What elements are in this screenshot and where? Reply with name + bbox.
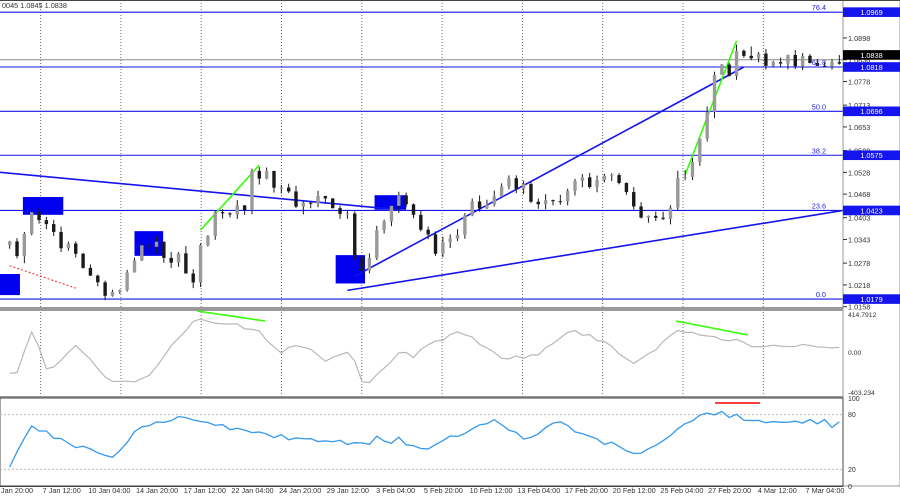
svg-text:0: 0 bbox=[848, 484, 852, 491]
svg-text:17 Feb 20:00: 17 Feb 20:00 bbox=[565, 486, 608, 495]
svg-text:25 Feb 04:00: 25 Feb 04:00 bbox=[660, 486, 703, 495]
svg-text:1.0218: 1.0218 bbox=[848, 281, 870, 290]
svg-text:1.0778: 1.0778 bbox=[848, 78, 870, 87]
svg-text:24 Jan 20:00: 24 Jan 20:00 bbox=[279, 486, 321, 495]
svg-text:61.8: 61.8 bbox=[812, 58, 826, 67]
svg-text:1.0278: 1.0278 bbox=[848, 259, 870, 268]
svg-text:3 Feb 04:00: 3 Feb 04:00 bbox=[376, 486, 415, 495]
svg-text:1.0818: 1.0818 bbox=[860, 63, 882, 72]
svg-text:14 Jan 20:00: 14 Jan 20:00 bbox=[136, 486, 178, 495]
svg-text:5 Feb 20:00: 5 Feb 20:00 bbox=[424, 486, 463, 495]
svg-text:10 Feb 12:00: 10 Feb 12:00 bbox=[470, 486, 513, 495]
svg-text:0.00: 0.00 bbox=[848, 350, 861, 357]
svg-text:27 Feb 20:00: 27 Feb 20:00 bbox=[708, 486, 751, 495]
svg-text:0.0: 0.0 bbox=[816, 290, 826, 299]
svg-text:1.0528: 1.0528 bbox=[848, 168, 870, 177]
svg-text:50.0: 50.0 bbox=[812, 102, 826, 111]
svg-text:100: 100 bbox=[848, 396, 860, 403]
svg-text:1.0575: 1.0575 bbox=[860, 151, 882, 160]
svg-text:80: 80 bbox=[848, 412, 856, 419]
svg-text:22 Jan 04:00: 22 Jan 04:00 bbox=[231, 486, 273, 495]
svg-text:1.0468: 1.0468 bbox=[848, 190, 870, 199]
svg-text:13 Feb 04:00: 13 Feb 04:00 bbox=[517, 486, 560, 495]
svg-text:1.0343: 1.0343 bbox=[848, 236, 870, 245]
svg-text:20: 20 bbox=[848, 467, 856, 474]
svg-text:4 Mar 12:00: 4 Mar 12:00 bbox=[758, 486, 797, 495]
svg-text:38.2: 38.2 bbox=[812, 146, 826, 155]
svg-text:7 Jan 12:00: 7 Jan 12:00 bbox=[43, 486, 81, 495]
svg-text:23.6: 23.6 bbox=[812, 201, 826, 210]
svg-text:414.7912: 414.7912 bbox=[848, 312, 877, 319]
svg-text:1.0423: 1.0423 bbox=[860, 206, 882, 215]
svg-text:1.0696: 1.0696 bbox=[860, 107, 882, 116]
svg-text:20 Feb 12:00: 20 Feb 12:00 bbox=[613, 486, 656, 495]
svg-text:1.0653: 1.0653 bbox=[848, 123, 870, 132]
svg-text:2 Jan 20:00: 2 Jan 20:00 bbox=[0, 486, 33, 495]
svg-text:1.0969: 1.0969 bbox=[860, 8, 882, 17]
svg-text:10 Jan 04:00: 10 Jan 04:00 bbox=[88, 486, 130, 495]
svg-text:1.0179: 1.0179 bbox=[860, 295, 882, 304]
svg-text:7 Mar 04:00: 7 Mar 04:00 bbox=[806, 486, 845, 495]
svg-text:29 Jan 12:00: 29 Jan 12:00 bbox=[327, 486, 369, 495]
svg-text:1.0838: 1.0838 bbox=[860, 51, 882, 60]
svg-text:1.0898: 1.0898 bbox=[848, 34, 870, 43]
svg-text:1.0158: 1.0158 bbox=[848, 303, 870, 312]
svg-text:76.4: 76.4 bbox=[812, 3, 826, 12]
svg-text:17 Jan 12:00: 17 Jan 12:00 bbox=[184, 486, 226, 495]
svg-text:0045 1.0845 1.0838: 0045 1.0845 1.0838 bbox=[2, 1, 67, 10]
